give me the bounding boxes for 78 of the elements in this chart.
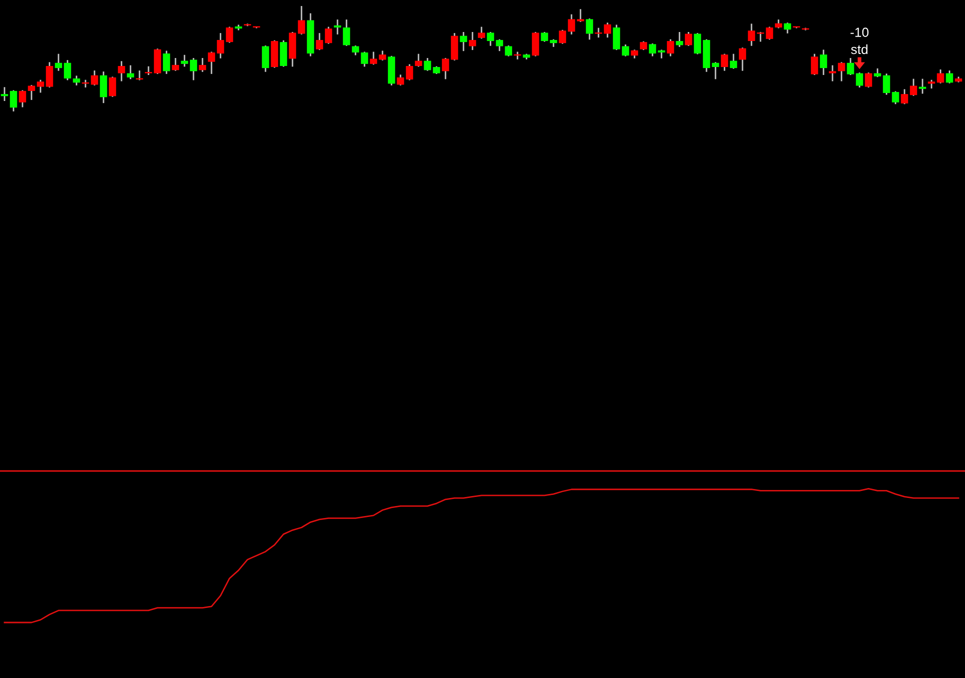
candlestick	[936, 69, 944, 84]
candlestick	[216, 33, 224, 58]
candlestick	[280, 40, 288, 67]
candlestick	[342, 20, 350, 46]
candlestick	[918, 78, 926, 94]
candlestick	[532, 32, 540, 56]
candlestick	[36, 80, 44, 93]
candlestick	[838, 62, 846, 82]
candlestick	[496, 39, 504, 52]
candlestick	[820, 50, 828, 75]
candlestick	[334, 20, 342, 34]
candlestick	[90, 70, 98, 86]
candlestick	[622, 44, 630, 56]
candlestick	[676, 32, 684, 47]
candlestick	[882, 74, 890, 95]
candlestick	[828, 65, 836, 82]
candlestick	[946, 70, 954, 84]
candlestick	[208, 52, 216, 74]
candlestick	[730, 54, 738, 69]
candlestick	[666, 39, 674, 56]
candlestick	[126, 65, 134, 80]
annotation: -10 std	[850, 28, 869, 54]
candlestick	[406, 64, 414, 80]
candlestick	[612, 24, 620, 50]
candlestick	[370, 52, 378, 65]
candlestick	[180, 54, 188, 67]
candlestick	[450, 33, 458, 60]
candlestick	[198, 58, 206, 72]
candlestick	[226, 26, 234, 43]
candlestick	[108, 76, 116, 97]
candlestick	[298, 6, 306, 34]
candlestick	[468, 32, 476, 50]
candlestick	[900, 89, 908, 104]
candlestick	[892, 91, 900, 104]
candlestick	[576, 9, 584, 22]
candlestick	[748, 24, 756, 46]
candlestick	[64, 60, 72, 80]
candlestick	[684, 32, 692, 46]
candlestick	[154, 48, 162, 74]
candlestick	[172, 58, 180, 71]
candlestick	[568, 14, 576, 34]
candlestick	[360, 52, 368, 67]
candlestick	[190, 58, 198, 80]
candlestick	[28, 85, 36, 100]
candlestick	[424, 58, 432, 71]
candlestick	[18, 90, 26, 108]
candlestick	[0, 87, 8, 101]
candlestick	[442, 58, 450, 80]
candlestick	[738, 48, 746, 71]
candlestick	[54, 54, 62, 71]
candlestick	[864, 72, 872, 88]
candlestick	[414, 54, 422, 67]
candlestick	[10, 90, 18, 112]
candlestick	[478, 26, 486, 39]
candlestick	[810, 54, 818, 75]
candlestick	[460, 32, 468, 52]
candlestick	[784, 22, 792, 34]
candlestick	[846, 58, 854, 75]
candlestick	[694, 33, 702, 54]
candlestick	[766, 26, 774, 40]
candlestick	[856, 72, 864, 88]
candlestick	[46, 62, 54, 88]
candlestick	[396, 74, 404, 86]
candlestick	[558, 30, 566, 44]
candlestick	[720, 54, 728, 71]
candlestick	[910, 78, 918, 96]
candlestick	[316, 33, 324, 50]
candlestick	[100, 72, 108, 104]
candlestick	[504, 46, 512, 56]
candlestick	[604, 22, 612, 38]
candlestick	[262, 46, 270, 72]
candlestick	[648, 43, 656, 56]
candlestick	[324, 26, 332, 44]
candlestick	[712, 62, 720, 80]
candlestick	[486, 32, 494, 46]
candlestick	[118, 61, 126, 82]
candlestick	[162, 50, 170, 74]
candlestick	[586, 18, 594, 40]
